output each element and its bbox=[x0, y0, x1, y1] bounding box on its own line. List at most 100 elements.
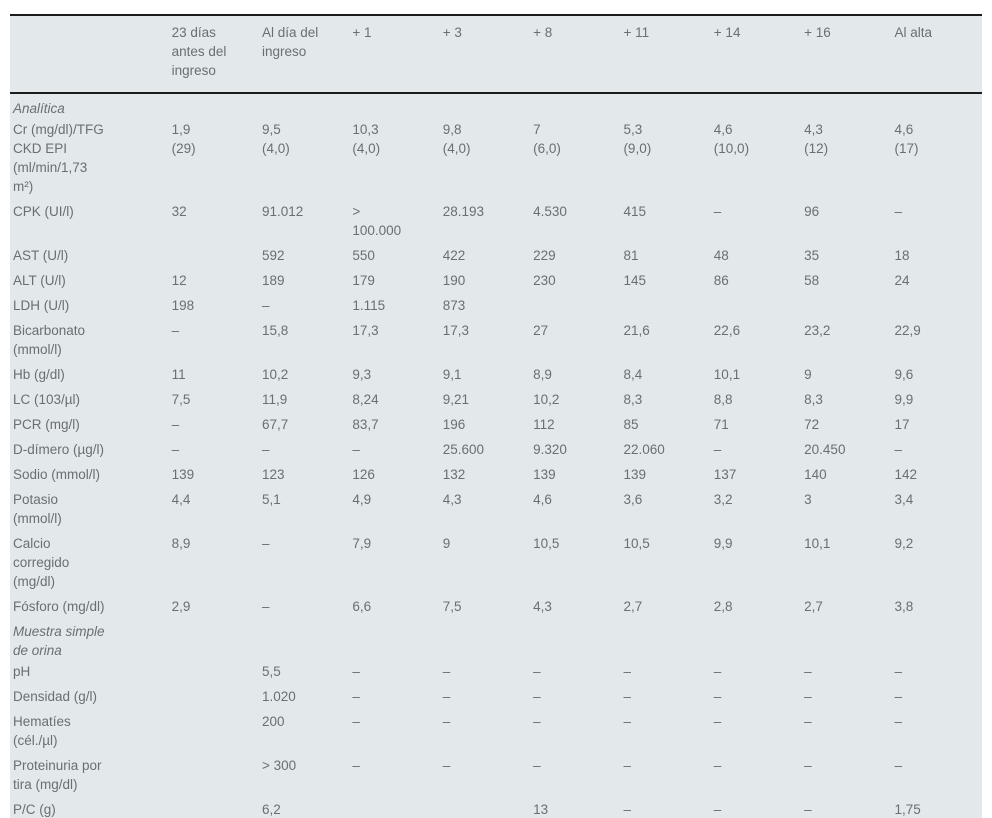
cell: – bbox=[352, 714, 360, 729]
cell: – bbox=[262, 599, 270, 614]
table-row: Potasio (mmol/l) 4,4 5,1 4,9 4,3 4,6 3,6 3,2 3 3,… bbox=[10, 488, 982, 532]
cell: 23,2 bbox=[804, 323, 831, 338]
column-header: + 3 bbox=[439, 15, 531, 94]
cell: 4,3 bbox=[533, 599, 552, 614]
row-label: pH bbox=[13, 664, 31, 679]
cell: 81 bbox=[623, 248, 639, 263]
cell: – bbox=[171, 417, 180, 432]
cell: 17,3 bbox=[352, 323, 379, 338]
column-header: 23 días antes del ingreso bbox=[168, 15, 259, 94]
cell: 9,1 bbox=[442, 367, 462, 382]
cell: – bbox=[442, 664, 451, 679]
table-row: CPK (UI/l) 32 91.012 > 100.000 28.193 4.530 41… bbox=[10, 200, 982, 244]
cell: – bbox=[894, 442, 903, 457]
cell: > 300 bbox=[262, 758, 297, 773]
cell: 10,1 bbox=[713, 367, 741, 382]
column-header: + 11 bbox=[620, 15, 711, 94]
cell: 28.193 bbox=[442, 204, 485, 219]
cell: 9,5 (4,0) bbox=[262, 122, 290, 156]
cell: – bbox=[713, 664, 722, 679]
cell: – bbox=[623, 714, 631, 729]
cell: 2,7 bbox=[804, 599, 823, 614]
cell: 3 bbox=[804, 492, 812, 507]
cell: – bbox=[533, 664, 541, 679]
cell: 9 bbox=[442, 536, 451, 551]
cell: 6,6 bbox=[352, 599, 372, 614]
cell: – bbox=[352, 758, 360, 773]
cell: 179 bbox=[352, 273, 375, 288]
row-label: Densidad (g/l) bbox=[13, 689, 98, 704]
cell bbox=[169, 685, 259, 710]
cell: – bbox=[894, 204, 903, 219]
cell: > 100.000 bbox=[352, 204, 402, 238]
cell: 35 bbox=[804, 248, 820, 263]
table-row: Densidad (g/l) 1.020 – – – – – – – bbox=[10, 685, 982, 710]
cell: 11,9 bbox=[262, 392, 288, 407]
column-header: Al alta bbox=[891, 15, 982, 94]
cell: – bbox=[804, 714, 812, 729]
row-label: Proteinuria por tira (mg/dl) bbox=[13, 758, 102, 792]
cell: 4,6 bbox=[533, 492, 552, 507]
section-label: Analítica bbox=[13, 101, 65, 116]
cell: 112 bbox=[533, 417, 555, 432]
table-row: Hb (g/dl) 11 10,2 9,3 9,1 8,9 8,4 10,1 9 9,6 bbox=[10, 363, 982, 388]
column-header: + 16 bbox=[801, 15, 892, 94]
cell: 230 bbox=[533, 273, 556, 288]
cell: 123 bbox=[262, 467, 285, 482]
cell bbox=[801, 294, 891, 319]
cell: 22,9 bbox=[894, 323, 921, 338]
cell: 2,9 bbox=[171, 599, 191, 614]
cell bbox=[169, 710, 259, 754]
cell: – bbox=[352, 442, 360, 457]
cell: – bbox=[533, 689, 541, 704]
table-row: LC (103/µl) 7,5 11,9 8,24 9,21 10,2 8,3 8,8 8,3 9… bbox=[10, 388, 982, 413]
cell: 4,6 (17) bbox=[894, 122, 919, 156]
cell: 139 bbox=[171, 467, 195, 482]
cell: – bbox=[894, 664, 903, 679]
lab-results-table-container: 23 días antes del ingreso Al día del ingr… bbox=[10, 14, 982, 818]
cell: 145 bbox=[623, 273, 646, 288]
cell: 592 bbox=[262, 248, 285, 263]
cell: 200 bbox=[262, 714, 285, 729]
cell: 21,6 bbox=[623, 323, 650, 338]
cell: 58 bbox=[804, 273, 820, 288]
cell: 10,3 (4,0) bbox=[352, 122, 381, 156]
table-row: PCR (mg/l) – 67,7 83,7 196 112 85 71 72 17 bbox=[10, 413, 982, 438]
cell: 10,2 bbox=[533, 392, 560, 407]
cell: 8,3 bbox=[804, 392, 823, 407]
cell: 9,6 bbox=[894, 367, 914, 382]
cell: 140 bbox=[804, 467, 827, 482]
section-label: Muestra simple de orina bbox=[13, 624, 105, 658]
cell: – bbox=[804, 689, 812, 704]
cell: 8,3 bbox=[623, 392, 643, 407]
cell bbox=[711, 294, 801, 319]
cell: 1,75 bbox=[894, 802, 921, 817]
row-label: Cr (mg/dl)/TFG CKD EPI (ml/min/1,73 m²) bbox=[13, 122, 104, 194]
row-label: Fósforo (mg/dl) bbox=[13, 599, 105, 614]
cell: 2,8 bbox=[713, 599, 733, 614]
cell: – bbox=[713, 802, 722, 817]
cell: 86 bbox=[713, 273, 729, 288]
cell: – bbox=[623, 802, 631, 817]
cell: 9,8 (4,0) bbox=[442, 122, 471, 156]
table-row: Proteinuria por tira (mg/dl) > 300 – – – – – – – bbox=[10, 754, 982, 798]
cell: 13 bbox=[533, 802, 549, 817]
cell: 83,7 bbox=[352, 417, 379, 432]
cell: 4,9 bbox=[352, 492, 372, 507]
cell: 229 bbox=[533, 248, 556, 263]
row-label-column-header bbox=[10, 15, 169, 94]
cell: 8,9 bbox=[533, 367, 552, 382]
table-row: LDH (U/l) 198 – 1.115 873 bbox=[10, 294, 982, 319]
cell: 10,2 bbox=[262, 367, 289, 382]
cell: 4,3 bbox=[442, 492, 462, 507]
cell: – bbox=[894, 689, 903, 704]
cell: – bbox=[804, 664, 812, 679]
cell: 71 bbox=[713, 417, 729, 432]
row-label: P/C (g) bbox=[13, 802, 56, 817]
row-label: D-dímero (µg/l) bbox=[13, 442, 105, 457]
row-label: CPK (UI/l) bbox=[13, 204, 74, 219]
cell bbox=[169, 244, 259, 269]
cell: 9,9 bbox=[713, 536, 733, 551]
cell: 132 bbox=[442, 467, 466, 482]
